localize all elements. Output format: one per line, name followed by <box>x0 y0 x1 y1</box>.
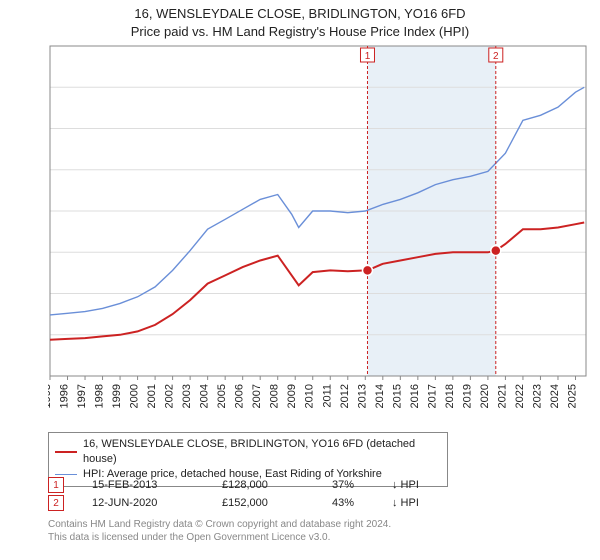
sale-pct: 37% <box>332 479 392 491</box>
svg-text:2017: 2017 <box>426 384 438 408</box>
svg-text:2019: 2019 <box>461 384 473 408</box>
svg-text:2018: 2018 <box>444 384 456 408</box>
chart-container: 16, WENSLEYDALE CLOSE, BRIDLINGTON, YO16… <box>0 0 600 560</box>
svg-text:1999: 1999 <box>111 384 123 408</box>
svg-text:2: 2 <box>493 51 499 62</box>
svg-text:2024: 2024 <box>549 384 561 408</box>
svg-text:2003: 2003 <box>181 384 193 408</box>
sale-pct: 43% <box>332 497 392 509</box>
footer-line1: Contains HM Land Registry data © Crown c… <box>48 518 588 531</box>
line-chart: £0£50K£100K£150K£200K£250K£300K£350K£400… <box>48 44 588 424</box>
footer-line2: This data is licensed under the Open Gov… <box>48 531 588 544</box>
svg-text:2009: 2009 <box>286 384 298 408</box>
sale-date: 15-FEB-2013 <box>92 479 222 491</box>
svg-text:2011: 2011 <box>321 384 333 408</box>
svg-text:2021: 2021 <box>496 384 508 408</box>
sale-price: £152,000 <box>222 497 332 509</box>
legend-swatch-red-icon <box>55 451 77 453</box>
legend-label-red: 16, WENSLEYDALE CLOSE, BRIDLINGTON, YO16… <box>83 437 441 467</box>
svg-text:2023: 2023 <box>531 384 543 408</box>
sales-row: 1 15-FEB-2013 £128,000 37% ↓ HPI <box>48 476 588 494</box>
svg-text:2016: 2016 <box>409 384 421 408</box>
legend-swatch-blue-icon <box>55 474 77 475</box>
title-sub: Price paid vs. HM Land Registry's House … <box>0 22 600 41</box>
svg-text:1998: 1998 <box>94 384 106 408</box>
title-main: 16, WENSLEYDALE CLOSE, BRIDLINGTON, YO16… <box>0 6 600 22</box>
sale-arrow: ↓ HPI <box>392 479 432 491</box>
svg-text:2025: 2025 <box>566 384 578 408</box>
sale-price: £128,000 <box>222 479 332 491</box>
svg-text:2001: 2001 <box>146 384 158 408</box>
svg-text:2010: 2010 <box>304 384 316 408</box>
svg-text:2008: 2008 <box>269 384 281 408</box>
svg-text:2014: 2014 <box>374 384 386 408</box>
svg-text:1996: 1996 <box>59 384 71 408</box>
svg-text:2012: 2012 <box>339 384 351 408</box>
footer: Contains HM Land Registry data © Crown c… <box>48 518 588 544</box>
sale-number-box: 2 <box>48 495 64 511</box>
legend-row-red: 16, WENSLEYDALE CLOSE, BRIDLINGTON, YO16… <box>55 437 441 467</box>
svg-text:2020: 2020 <box>479 384 491 408</box>
svg-text:2004: 2004 <box>199 384 211 408</box>
sales-table: 1 15-FEB-2013 £128,000 37% ↓ HPI 2 12-JU… <box>48 476 588 512</box>
svg-text:2015: 2015 <box>391 384 403 408</box>
sale-date: 12-JUN-2020 <box>92 497 222 509</box>
svg-text:2022: 2022 <box>514 384 526 408</box>
svg-text:1995: 1995 <box>48 384 53 408</box>
sales-row: 2 12-JUN-2020 £152,000 43% ↓ HPI <box>48 494 588 512</box>
svg-text:1997: 1997 <box>76 384 88 408</box>
title-block: 16, WENSLEYDALE CLOSE, BRIDLINGTON, YO16… <box>0 0 600 40</box>
svg-text:2013: 2013 <box>356 384 368 408</box>
svg-text:2007: 2007 <box>251 384 263 408</box>
svg-text:2006: 2006 <box>234 384 246 408</box>
sale-number-box: 1 <box>48 477 64 493</box>
sale-arrow: ↓ HPI <box>392 497 432 509</box>
svg-text:1: 1 <box>365 51 371 62</box>
svg-text:2000: 2000 <box>129 384 141 408</box>
svg-text:2002: 2002 <box>164 384 176 408</box>
svg-text:2005: 2005 <box>216 384 228 408</box>
